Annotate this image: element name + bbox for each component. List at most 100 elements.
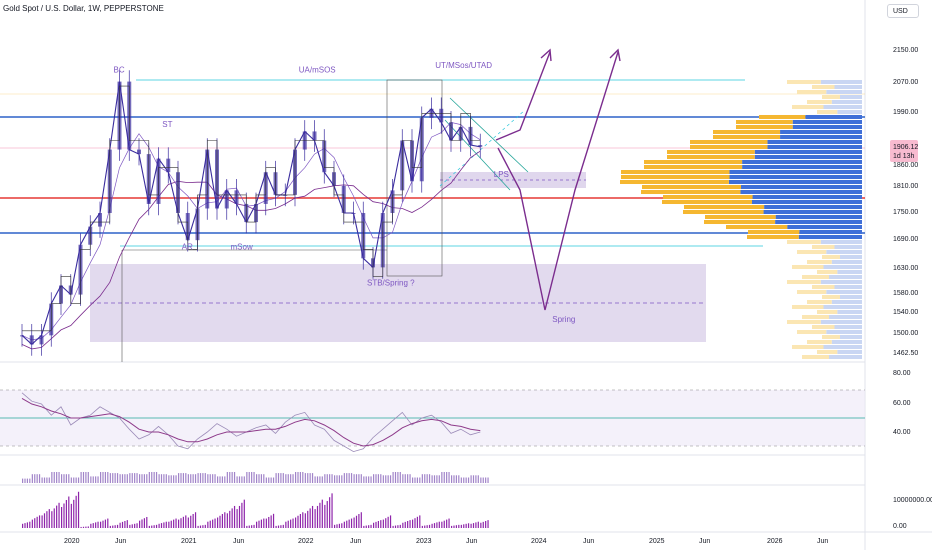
accumulation-bar <box>297 515 299 528</box>
wyckoff-annotations: BC AR ST mSow UA/mSOS STB/Spring ? UT/MSos/UTA… <box>114 61 576 324</box>
accumulation-bar <box>238 505 241 528</box>
accumulation-bar <box>163 522 165 528</box>
accumulation-bar <box>253 524 255 528</box>
annotation-label: BC <box>114 66 125 75</box>
volume-profile-up-bar <box>683 210 764 214</box>
accumulation-bar <box>341 523 343 528</box>
accumulation-bar <box>307 510 309 528</box>
oscillator-ma-line <box>21 397 481 447</box>
volume-profile <box>620 80 862 359</box>
time-tick-label: 2025 <box>649 538 665 545</box>
volume-profile-up-bar <box>621 175 730 179</box>
volume-bar <box>416 477 418 483</box>
volume-bar <box>31 474 33 483</box>
accumulation-bar <box>360 512 362 528</box>
accumulation-bar <box>280 525 282 528</box>
volume-profile-down-bar <box>752 200 862 204</box>
oscillator-line <box>21 392 481 453</box>
volume-profile-up-bar <box>620 180 729 184</box>
volume-profile-up-bar <box>817 270 838 274</box>
accumulation-bar <box>460 524 462 528</box>
accumulation-bar <box>404 521 406 528</box>
accumulation-bar <box>214 518 216 528</box>
accumulation-bar <box>248 525 250 528</box>
accumulation-bar <box>260 519 262 528</box>
volume-bar <box>441 472 443 483</box>
volume-bar <box>158 474 160 483</box>
accumulation-bar <box>394 525 397 528</box>
volume-bar <box>394 472 397 483</box>
price-tick-label: 1860.00 <box>893 162 918 169</box>
accumulation-bar <box>229 510 231 528</box>
accumulation-bar <box>246 525 248 528</box>
volume-bar <box>51 472 53 483</box>
volume-bar <box>480 477 482 483</box>
accumulation-bar <box>326 501 328 528</box>
volume-profile-down-bar <box>834 325 862 329</box>
accumulation-bar <box>148 525 150 528</box>
accumulation-bar <box>421 525 423 528</box>
volume-bar <box>238 476 241 483</box>
currency-selector[interactable]: USD <box>887 4 919 18</box>
volume-bar <box>331 474 333 483</box>
volume-bar <box>436 475 438 483</box>
volume-bar <box>438 475 440 483</box>
volume-profile-down-bar <box>837 350 862 354</box>
volume-bar <box>63 474 65 483</box>
accumulation-bar <box>197 525 199 528</box>
accumulation-bar <box>443 520 445 528</box>
accumulation-bar <box>65 500 67 528</box>
volume-bar <box>251 472 253 483</box>
volume-bar <box>314 476 316 483</box>
accumulation-bar <box>319 502 321 528</box>
accumulation-bar <box>346 520 348 528</box>
accumulation-bar <box>380 520 382 528</box>
volume-bar <box>346 473 348 483</box>
volume-profile-up-bar <box>812 245 835 249</box>
volume-bar <box>199 473 202 483</box>
volume-bar <box>160 474 163 483</box>
oscillator-tick-label: 40.00 <box>893 429 911 436</box>
volume-bar <box>153 472 155 483</box>
volume-profile-down-bar <box>829 275 862 279</box>
volume-bar <box>77 477 80 483</box>
accumulation-bar <box>446 519 448 528</box>
accumulation-bar <box>467 523 470 528</box>
volume-bar <box>280 473 282 483</box>
accumulation-bar <box>153 525 155 528</box>
volume-profile-down-bar <box>780 130 862 134</box>
accumulation-bar <box>143 518 145 528</box>
volume-bar <box>353 474 355 483</box>
accumulation-bar <box>75 495 77 528</box>
volume-profile-up-bar <box>807 340 832 344</box>
volume-profile-up-bar <box>787 240 821 244</box>
volume-bar <box>287 474 289 483</box>
accumulation-bar <box>353 517 355 528</box>
volume-profile-down-bar <box>820 240 862 244</box>
volume-bar <box>365 476 367 483</box>
volume-profile-down-bar <box>837 310 862 314</box>
accumulation-bar <box>90 523 92 528</box>
accumulation-bar <box>402 522 404 528</box>
accumulation-bar <box>224 512 226 528</box>
volume-profile-up-bar <box>812 285 835 289</box>
accumulation-bar <box>202 525 204 528</box>
accumulation-bar <box>46 511 48 528</box>
volume-profile-up-bar <box>663 195 753 199</box>
accumulation-bar <box>465 523 467 528</box>
volume-profile-down-bar <box>823 105 862 109</box>
volume-bar <box>377 474 379 483</box>
volume-bar <box>22 478 24 483</box>
accumulation-bar <box>231 508 233 528</box>
accumulation-bar <box>282 524 284 528</box>
volume-bar <box>26 478 28 483</box>
accumulation-bar <box>453 525 455 528</box>
oscillator-axis: 80.00 60.00 40.00 <box>893 370 911 436</box>
volume-profile-down-bar <box>729 175 862 179</box>
time-tick-label: Jun <box>350 538 361 545</box>
volume-profile-down-bar <box>763 210 862 214</box>
volume-bar <box>355 474 358 483</box>
accumulation-bar <box>112 525 114 528</box>
accumulation-bar <box>192 514 194 528</box>
